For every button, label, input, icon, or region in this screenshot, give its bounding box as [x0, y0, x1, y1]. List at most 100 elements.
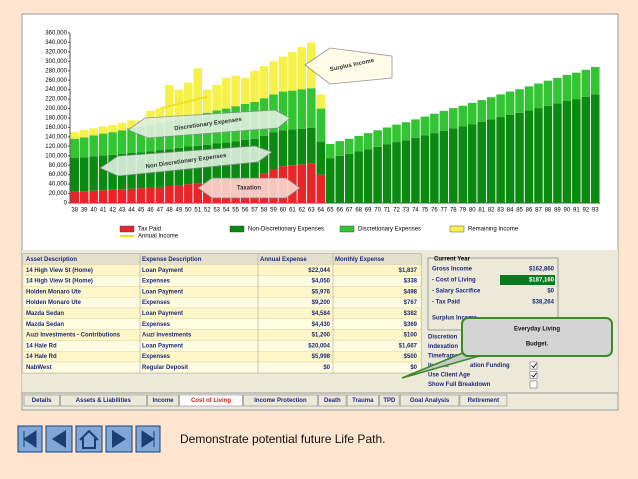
- panel-value: $162,860: [529, 267, 555, 273]
- tab[interactable]: [179, 394, 243, 407]
- bar-segment: [373, 146, 382, 203]
- table-cell: $767: [404, 300, 418, 306]
- x-tick-label: 90: [564, 208, 571, 214]
- tab[interactable]: [346, 394, 379, 407]
- bar-segment: [288, 51, 297, 91]
- x-tick-label: 40: [90, 208, 97, 214]
- bar-segment: [193, 183, 203, 203]
- table-cell: $22,044: [308, 268, 330, 274]
- bar-segment: [439, 130, 449, 203]
- x-tick-label: 78: [450, 208, 457, 214]
- column-header: Monthly Expense: [335, 257, 385, 263]
- x-tick-label: 64: [317, 208, 324, 214]
- x-tick-label: 56: [242, 208, 249, 214]
- x-tick-label: 88: [545, 208, 552, 214]
- bar-segment: [155, 186, 165, 203]
- tab-label: Retirement: [468, 398, 499, 404]
- bar-segment: [212, 84, 221, 111]
- callout-text: Everyday Living: [514, 327, 560, 333]
- tab-label: Death: [324, 398, 341, 404]
- checkbox[interactable]: [529, 371, 538, 379]
- option-label: Indexation: [428, 344, 458, 350]
- bar-segment: [184, 82, 193, 117]
- table-cell: NabWest: [26, 365, 52, 371]
- bar-segment: [401, 122, 411, 141]
- x-tick-label: 91: [573, 208, 580, 214]
- bar-segment: [89, 135, 98, 157]
- y-tick-label: 80,000: [49, 163, 68, 169]
- bar-segment: [430, 113, 439, 134]
- option-label: Use Client Age: [428, 373, 471, 379]
- bar-segment: [572, 72, 581, 100]
- x-tick-label: 70: [374, 208, 381, 214]
- bar-segment: [572, 99, 581, 203]
- x-tick-label: 72: [393, 208, 400, 214]
- tab[interactable]: [243, 394, 318, 407]
- bar-segment: [477, 100, 486, 122]
- bar-segment: [477, 121, 486, 203]
- checkbox[interactable]: [529, 361, 538, 370]
- annotation-arrow: [304, 47, 393, 85]
- bar-segment: [515, 89, 524, 113]
- bar-segment: [467, 102, 477, 125]
- x-tick-label: 75: [422, 208, 429, 214]
- tab[interactable]: [379, 394, 400, 407]
- y-tick-label: 300,000: [45, 59, 67, 65]
- bar-segment: [89, 128, 98, 136]
- bar-segment: [439, 110, 449, 131]
- legend-swatch: [449, 225, 465, 233]
- bar-segment: [411, 119, 420, 138]
- tab[interactable]: [399, 394, 460, 407]
- x-tick-label: 73: [403, 208, 410, 214]
- table-row: [22, 340, 422, 352]
- bar-segment: [562, 101, 572, 203]
- x-tick-label: 89: [554, 208, 561, 214]
- y-tick-label: 180,000: [45, 116, 67, 122]
- x-tick-label: 66: [336, 208, 343, 214]
- bar-segment: [288, 90, 297, 130]
- x-tick-label: 74: [412, 208, 419, 214]
- y-tick-label: 20,000: [49, 191, 68, 197]
- tab[interactable]: [147, 394, 180, 407]
- x-tick-label: 92: [582, 208, 589, 214]
- bar-segment: [486, 97, 496, 120]
- x-tick-label: 38: [71, 208, 78, 214]
- x-tick-label: 63: [308, 208, 315, 214]
- bar-segment: [108, 132, 117, 155]
- table-header: [23, 254, 421, 265]
- bar-segment: [250, 70, 259, 102]
- panel-label: Surplus Income: [432, 316, 478, 322]
- checkbox[interactable]: [529, 380, 538, 389]
- tab-label: TPD: [383, 398, 396, 404]
- bar-segment: [278, 130, 288, 167]
- bar-segment: [392, 142, 401, 203]
- x-tick-label: 51: [194, 208, 201, 214]
- bar-segment: [458, 126, 468, 203]
- tab[interactable]: [459, 394, 508, 407]
- x-tick-label: 50: [185, 208, 192, 214]
- annual-income-line: [159, 95, 208, 110]
- bar-segment: [117, 122, 127, 131]
- table-cell: 14 Hale Rd: [26, 343, 57, 349]
- bar-segment: [382, 144, 392, 203]
- bar-segment: [108, 189, 117, 203]
- legend-label: Remaining Income: [468, 227, 519, 233]
- tab[interactable]: [318, 394, 347, 407]
- x-tick-label: 82: [488, 208, 495, 214]
- x-tick-label: 83: [497, 208, 504, 214]
- table-cell: Loan Payment: [142, 311, 183, 317]
- bar-segment: [79, 191, 89, 203]
- bar-segment: [297, 89, 307, 129]
- tab-label: Goal Analysis: [410, 398, 450, 404]
- bar-segment: [79, 157, 89, 192]
- x-tick-label: 61: [289, 208, 296, 214]
- bar-segment: [505, 91, 515, 115]
- table-cell: Regular Deposit: [142, 365, 188, 371]
- bar-segment: [297, 128, 307, 165]
- bar-segment: [117, 189, 127, 203]
- table-cell: Loan Payment: [142, 268, 183, 274]
- tab[interactable]: [23, 394, 60, 407]
- bar-segment: [202, 89, 212, 113]
- tab[interactable]: [59, 394, 147, 407]
